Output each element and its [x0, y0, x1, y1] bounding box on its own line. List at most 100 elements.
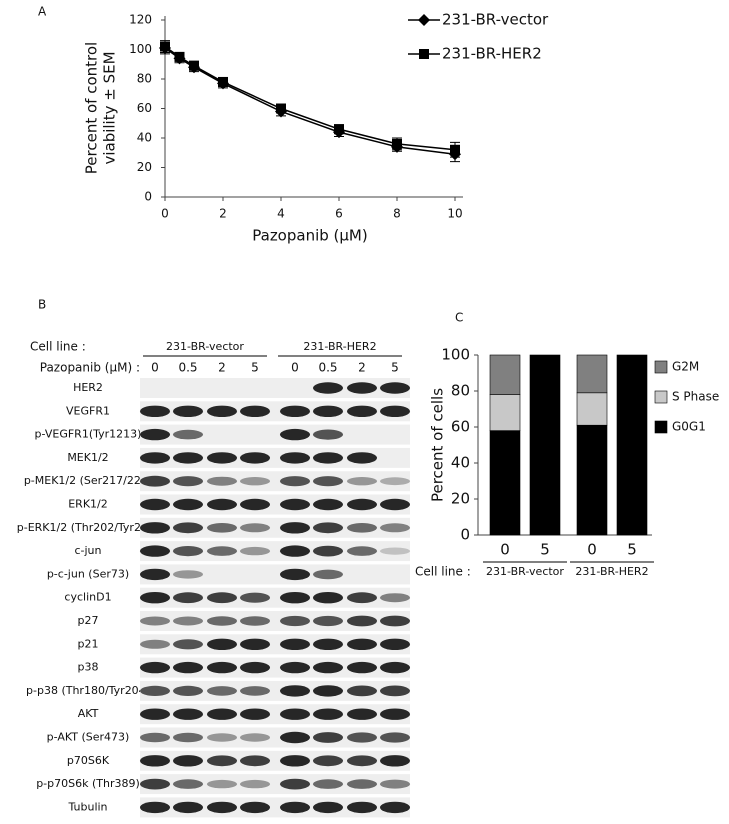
blot-band: [380, 382, 410, 394]
x-tick-label: 0: [587, 541, 597, 559]
blot-strip: [140, 541, 410, 562]
blot-row-label: p-VEGFR1(Tyr1213): [35, 428, 142, 441]
blot-band: [240, 801, 270, 814]
blot-band: [280, 778, 310, 790]
blot-band: [173, 452, 203, 464]
blot-row-label: cyclinD1: [64, 591, 111, 604]
blot-row-label: p-p38 (Thr180/Tyr204): [26, 684, 150, 697]
blot-band: [313, 708, 343, 720]
blot-band: [280, 498, 310, 511]
blot-band: [380, 779, 410, 789]
blot-strip: [140, 657, 410, 678]
blot-band: [240, 546, 270, 556]
legend-marker: [418, 14, 430, 26]
blot-band: [240, 708, 270, 720]
blot-band: [347, 615, 377, 627]
blot-band: [347, 498, 377, 511]
blot-row-label: ERK1/2: [68, 498, 108, 511]
blot-band: [173, 522, 203, 534]
blot-band: [173, 661, 203, 674]
blot-band: [313, 592, 343, 604]
blot-band: [140, 732, 170, 743]
blot-band: [280, 428, 310, 441]
blot-band: [240, 755, 270, 767]
blot-strip: [140, 447, 410, 468]
blot-band: [207, 476, 237, 486]
blot-band: [207, 616, 237, 626]
blot-band: [380, 638, 410, 650]
blot-band: [280, 801, 310, 814]
cell-line-label: Cell line :: [30, 340, 86, 354]
blot-band: [380, 615, 410, 627]
blot-band: [380, 477, 410, 486]
blot-band: [280, 452, 310, 464]
dose: 0: [291, 361, 299, 375]
blot-band: [173, 592, 203, 604]
legend-label: 231-BR-vector: [442, 11, 549, 29]
blot-band: [240, 498, 270, 511]
group-label: 231-BR-HER2: [575, 565, 648, 578]
blot-band: [207, 755, 237, 767]
marker: [334, 124, 344, 135]
blot-band: [280, 615, 310, 627]
blot-strip: [140, 517, 410, 538]
blot-band: [380, 523, 410, 533]
blot-band: [173, 476, 203, 487]
blot-band: [280, 476, 310, 487]
blot-row-label: p-MEK1/2 (Ser217/221): [24, 474, 152, 487]
y-axis-label: Percent of control: [83, 42, 101, 174]
blot-band: [140, 755, 170, 767]
blot-band: [207, 733, 237, 742]
y-tick-label: 60: [137, 101, 152, 115]
blot-band: [313, 452, 343, 464]
blot-band: [313, 569, 343, 580]
blot-band: [280, 405, 310, 417]
blot-strip: [140, 401, 410, 422]
bar-segment: [489, 430, 521, 536]
dose: 2: [218, 361, 226, 375]
blot-band: [207, 405, 237, 417]
blot-band: [140, 708, 170, 720]
blot-band: [380, 801, 410, 814]
marker: [174, 51, 185, 62]
blot-band: [173, 801, 203, 814]
blot-row-label: p38: [78, 661, 99, 674]
bar-segment: [576, 392, 608, 426]
blot-band: [240, 616, 270, 626]
panel-label: A: [38, 5, 47, 19]
blot-band: [207, 779, 237, 789]
blot-band: [380, 661, 410, 674]
blot-band: [140, 405, 170, 417]
blot-row-label: AKT: [78, 707, 99, 720]
blot-band: [173, 616, 203, 626]
blot-band: [280, 592, 310, 604]
marker: [160, 41, 170, 52]
x-tick-label: 0: [161, 207, 169, 221]
legend-swatch: [654, 360, 668, 374]
line: [164, 47, 456, 155]
blot-band: [140, 639, 170, 649]
blot-band: [140, 685, 170, 697]
cell-line: 231-BR-HER2: [303, 340, 376, 353]
blot-band: [280, 638, 310, 650]
blot-band: [313, 476, 343, 487]
blot-band: [313, 685, 343, 697]
blot-band: [207, 546, 237, 556]
blot-strip: [140, 564, 410, 585]
blot-band: [380, 708, 410, 720]
blot-band: [380, 547, 410, 555]
legend-swatch: [654, 420, 668, 434]
blot-band: [207, 801, 237, 814]
blot-band: [347, 638, 377, 650]
blot-band: [140, 475, 170, 487]
blot-band: [313, 801, 343, 814]
blot-band: [140, 522, 170, 534]
legend-label: G2M: [672, 360, 699, 374]
dose: 2: [358, 361, 366, 375]
blot-band: [207, 661, 237, 674]
bar-segment: [529, 354, 561, 536]
y-tick-label: 0: [144, 190, 152, 204]
x-tick-label: 5: [540, 541, 550, 559]
blot-band: [380, 755, 410, 767]
